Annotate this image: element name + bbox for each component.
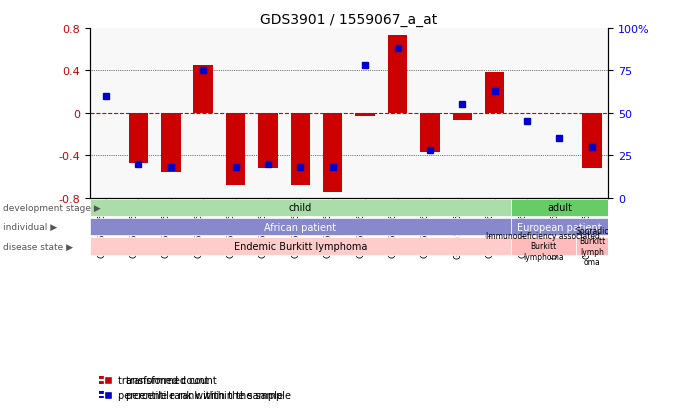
Bar	[355, 114, 375, 116]
FancyBboxPatch shape	[90, 218, 511, 236]
Bar	[161, 114, 180, 173]
Bar	[193, 66, 213, 114]
Legend: transformed count, percentile rank within the sample: transformed count, percentile rank withi…	[95, 371, 287, 404]
Text: disease state ▶: disease state ▶	[3, 242, 73, 251]
Text: child: child	[289, 203, 312, 213]
FancyBboxPatch shape	[511, 199, 608, 216]
Bar	[420, 114, 439, 153]
Bar	[291, 114, 310, 185]
Text: adult: adult	[547, 203, 572, 213]
FancyBboxPatch shape	[511, 238, 576, 255]
FancyBboxPatch shape	[511, 218, 608, 236]
Bar	[129, 114, 148, 163]
Bar	[226, 114, 245, 185]
Bar	[323, 114, 343, 193]
Bar	[582, 114, 602, 169]
Text: European patient: European patient	[517, 222, 602, 232]
FancyBboxPatch shape	[576, 238, 608, 255]
Text: African patient: African patient	[264, 222, 337, 232]
Legend: transformed count, percentile rank within the sample: transformed count, percentile rank withi…	[95, 371, 294, 404]
Text: Sporadic
Burkitt
lymph
oma: Sporadic Burkitt lymph oma	[575, 226, 609, 266]
Text: individual ▶: individual ▶	[3, 223, 57, 232]
FancyBboxPatch shape	[90, 238, 511, 255]
FancyBboxPatch shape	[90, 199, 511, 216]
Bar	[388, 36, 407, 114]
Bar	[485, 74, 504, 114]
Text: Endemic Burkitt lymphoma: Endemic Burkitt lymphoma	[234, 242, 367, 252]
Text: development stage ▶: development stage ▶	[3, 203, 101, 212]
Bar	[258, 114, 278, 169]
Title: GDS3901 / 1559067_a_at: GDS3901 / 1559067_a_at	[261, 12, 437, 26]
Bar	[453, 114, 472, 121]
Text: Immunodeficiency associated
Burkitt
lymphoma: Immunodeficiency associated Burkitt lymp…	[486, 232, 600, 261]
